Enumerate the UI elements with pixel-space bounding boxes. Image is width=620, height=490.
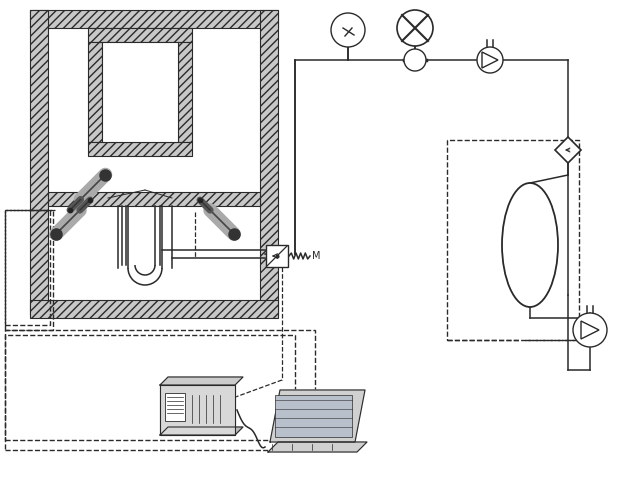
Bar <box>260 10 278 315</box>
Bar <box>48 192 260 206</box>
Bar <box>5 330 315 450</box>
Bar <box>30 300 278 318</box>
Bar <box>88 142 192 156</box>
Bar <box>5 210 53 330</box>
Bar <box>5 335 295 440</box>
Bar <box>88 28 192 42</box>
Circle shape <box>397 10 433 46</box>
Text: M: M <box>312 251 321 261</box>
Polygon shape <box>270 390 365 442</box>
Circle shape <box>477 47 503 73</box>
Bar <box>30 10 48 315</box>
Bar <box>102 42 178 142</box>
Polygon shape <box>268 442 367 452</box>
Bar <box>447 140 579 340</box>
Bar <box>88 42 102 142</box>
Circle shape <box>573 313 607 347</box>
Bar <box>30 10 278 28</box>
Bar <box>178 42 192 142</box>
Bar <box>275 395 352 437</box>
Circle shape <box>331 13 365 47</box>
Polygon shape <box>482 52 498 68</box>
Bar <box>165 393 185 421</box>
Bar <box>5 210 50 325</box>
Polygon shape <box>160 427 243 435</box>
Polygon shape <box>555 137 581 163</box>
Ellipse shape <box>502 183 558 307</box>
Bar <box>266 245 288 267</box>
Polygon shape <box>581 321 599 339</box>
Circle shape <box>404 49 426 71</box>
Polygon shape <box>160 385 235 435</box>
Polygon shape <box>160 377 243 385</box>
